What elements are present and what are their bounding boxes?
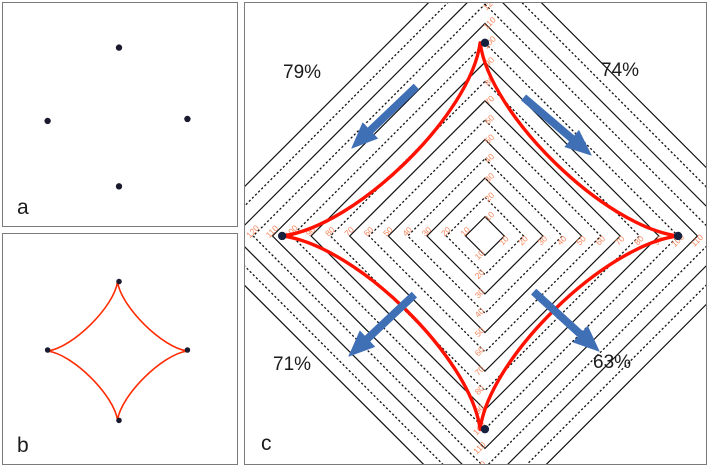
data-point-right xyxy=(184,115,191,123)
grid-ring-20 xyxy=(445,196,525,276)
grid-ring-110 xyxy=(271,22,699,450)
tick-label-up-60: 60 xyxy=(483,112,497,126)
panel-b-canvas xyxy=(44,278,191,424)
data-point-left xyxy=(44,347,51,353)
tick-label-right-40: 40 xyxy=(555,233,569,247)
panel-c-canvas: 1020304050607080901001101201301401501020… xyxy=(245,3,706,464)
data-point-group xyxy=(277,38,683,434)
annotation-71-label: 71% xyxy=(273,354,312,375)
tick-label-left-80: 80 xyxy=(323,224,337,238)
data-point-top xyxy=(480,38,490,48)
tick-label-down-60: 60 xyxy=(473,344,487,358)
panel-c-label: c xyxy=(261,432,272,455)
grid-ring-40 xyxy=(406,157,564,315)
annotation-79-label: 79% xyxy=(283,62,322,83)
tick-label-down-70: 70 xyxy=(473,364,487,378)
grid-ring-30 xyxy=(426,177,544,295)
data-point-left xyxy=(44,117,51,125)
tick-label-left-60: 60 xyxy=(362,224,376,238)
data-point-left xyxy=(277,231,287,241)
grid-ring-120 xyxy=(252,3,706,464)
tick-label-up-40: 40 xyxy=(483,151,497,165)
tick-label-right-110: 110 xyxy=(689,232,706,249)
tick-label-right-10: 10 xyxy=(497,233,511,247)
tick-label-left-10: 10 xyxy=(458,224,472,238)
data-point-right xyxy=(184,347,191,353)
tick-label-up-110: 110 xyxy=(481,14,498,31)
tick-label-down-20: 20 xyxy=(473,267,487,281)
annotation-74-arrow xyxy=(521,94,592,156)
tick-label-up-10: 10 xyxy=(483,209,497,223)
tick-label-right-50: 50 xyxy=(574,233,588,247)
tick-label-left-70: 70 xyxy=(342,224,356,238)
tick-label-right-60: 60 xyxy=(593,233,607,247)
tick-label-left-30: 30 xyxy=(420,224,434,238)
tick-label-left-50: 50 xyxy=(381,224,395,238)
annotation-71-arrow xyxy=(348,291,418,357)
data-point-bottom xyxy=(115,183,123,190)
tick-label-up-30: 30 xyxy=(483,170,497,184)
tick-label-left-110: 110 xyxy=(264,223,281,240)
annotation-63-arrow xyxy=(530,288,600,352)
grid-ring-10 xyxy=(464,215,506,257)
tick-label-up-120: 120 xyxy=(481,3,498,12)
data-point-bottom xyxy=(480,424,490,434)
tick-label-up-50: 50 xyxy=(483,132,497,146)
data-point-bottom xyxy=(116,417,122,424)
panel-b: b xyxy=(2,233,238,465)
data-point-right xyxy=(673,231,683,241)
annotation-74-label: 74% xyxy=(601,60,640,81)
astroid-curve xyxy=(46,280,189,422)
tick-label-up-20: 20 xyxy=(483,190,497,204)
tick-label-down-10: 10 xyxy=(473,248,487,262)
tick-label-down-80: 80 xyxy=(473,383,487,397)
panel-a-canvas xyxy=(44,44,191,190)
data-point-top xyxy=(116,278,122,285)
tick-label-down-120: 120 xyxy=(471,459,488,464)
grid-ring-130 xyxy=(245,3,706,464)
grid-ring-150 xyxy=(245,3,706,464)
data-point-top xyxy=(115,44,123,51)
annotation-63-label: 63% xyxy=(593,352,632,373)
annotation-arrow-group xyxy=(348,83,600,357)
tick-label-left-40: 40 xyxy=(400,224,414,238)
tick-label-right-30: 30 xyxy=(536,233,550,247)
astroid-curve-group xyxy=(280,41,680,431)
annotation-79-arrow xyxy=(351,83,420,149)
tick-label-down-40: 40 xyxy=(473,306,487,320)
tick-label-left-20: 20 xyxy=(439,224,453,238)
tick-label-down-50: 50 xyxy=(473,325,487,339)
panel-a-label: a xyxy=(17,196,29,219)
panel-a: a xyxy=(2,2,238,227)
tick-label-right-20: 20 xyxy=(516,233,530,247)
tick-label-right-70: 70 xyxy=(613,233,627,247)
tick-label-up-70: 70 xyxy=(483,93,497,107)
grid-ring-50 xyxy=(387,138,583,334)
tick-label-down-30: 30 xyxy=(473,286,487,300)
panel-b-label: b xyxy=(17,434,29,457)
grid-ring-70 xyxy=(348,99,622,373)
astroid-curve xyxy=(280,41,680,431)
tick-label-down-110: 110 xyxy=(471,439,488,456)
grid-ring-140 xyxy=(245,3,706,464)
panel-c: 1020304050607080901001101201301401501020… xyxy=(244,2,707,465)
tick-label-left-120: 120 xyxy=(245,223,261,240)
